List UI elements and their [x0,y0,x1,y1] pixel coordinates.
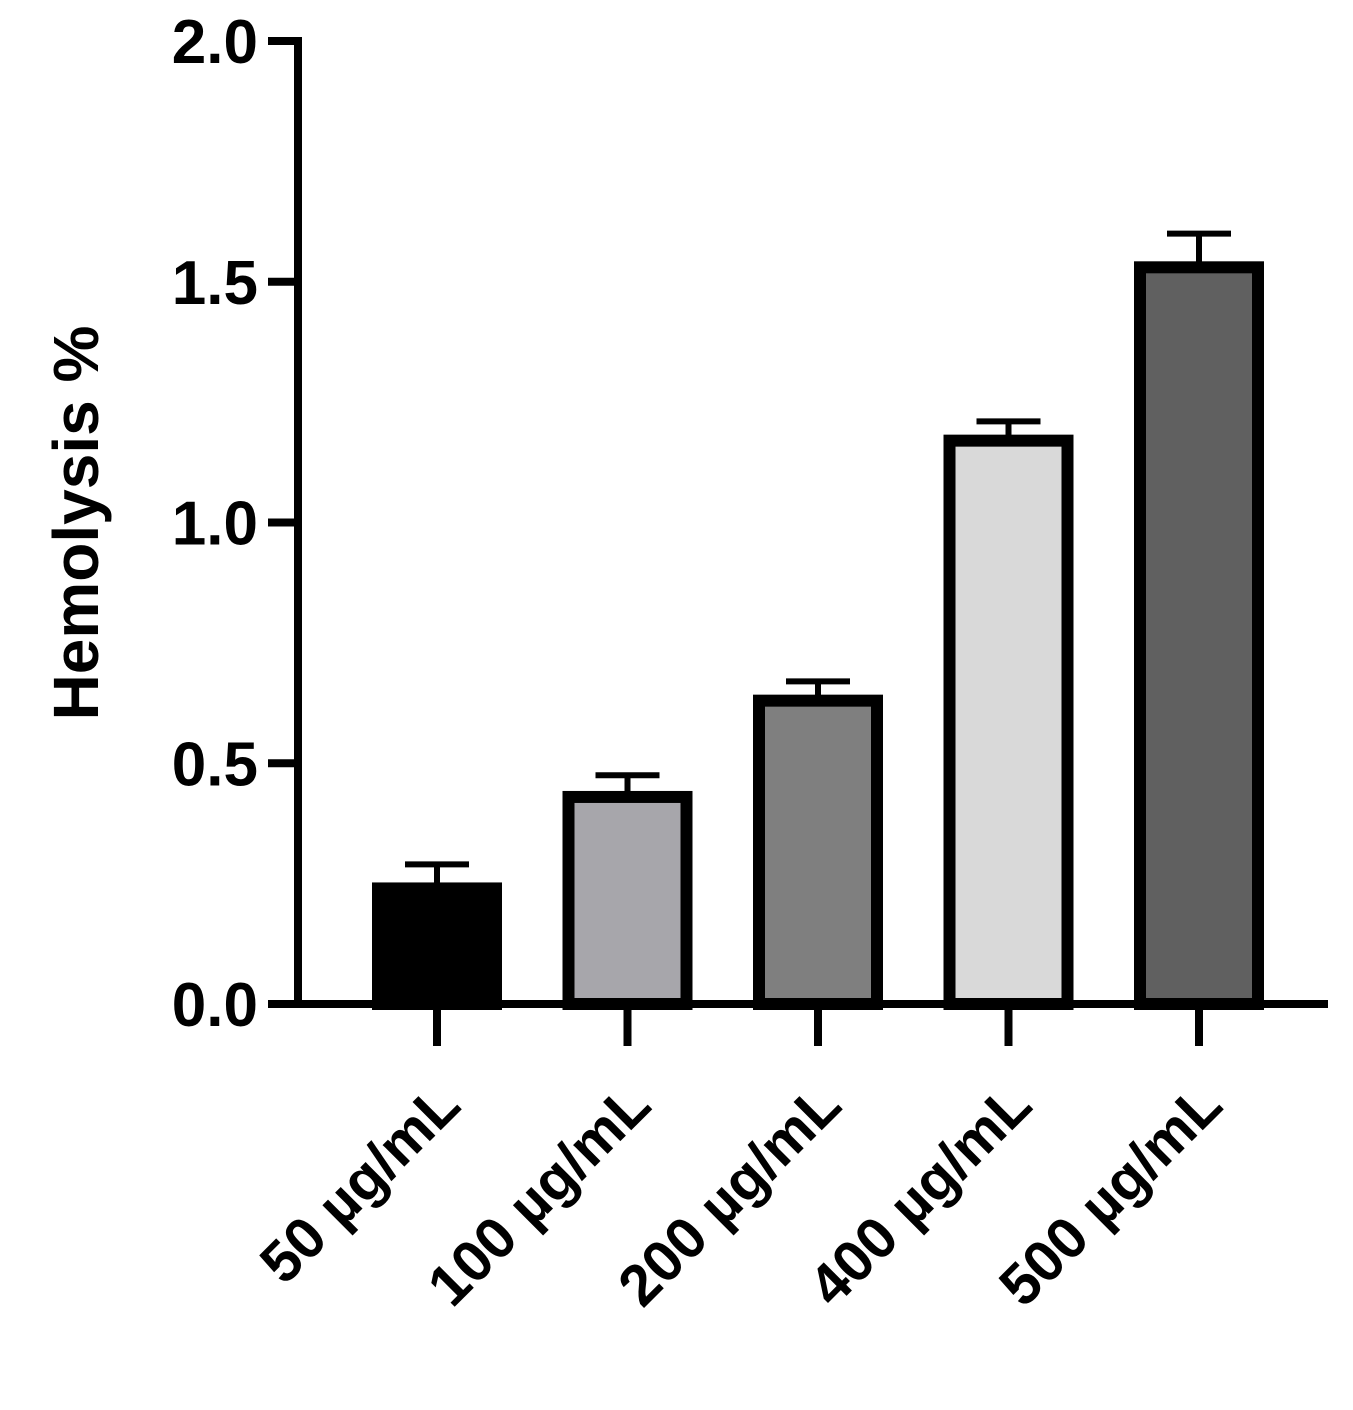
y-axis-label: Hemolysis % [40,326,112,721]
bar [372,882,502,1010]
bars [372,230,1264,1011]
bar [943,434,1074,1010]
y-axis: 0.0 0.5 1.0 1.5 2.0 [172,8,302,1040]
y-tick-label: 2.0 [172,8,258,77]
bar [1134,261,1264,1010]
y-tick-label: 0.5 [172,730,258,799]
bar [753,694,883,1011]
y-tick-label: 1.5 [172,249,258,318]
y-tick-label: 1.0 [172,490,258,559]
bar [562,790,693,1011]
y-tick-label: 0.0 [172,971,258,1040]
